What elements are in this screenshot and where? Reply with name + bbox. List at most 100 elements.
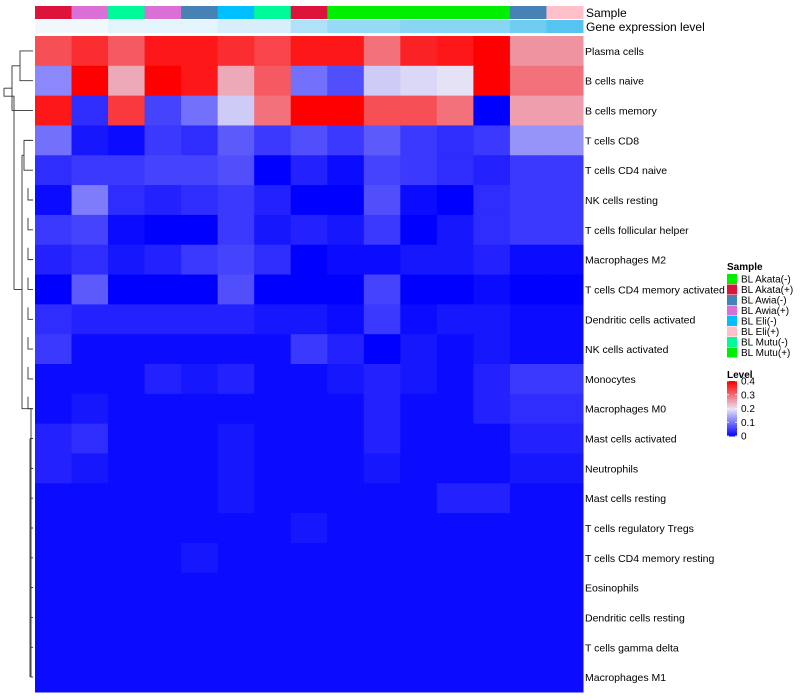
heatmap-cell-r9-c4 [181, 304, 219, 335]
heatmap-cell-r13-c6 [254, 423, 292, 454]
row-label: Dendritic cells resting [585, 612, 685, 624]
level-legend-gradient-step [727, 431, 737, 434]
row-label: Mast cells resting [585, 493, 666, 505]
heatmap-cell-r18-c4 [181, 572, 219, 604]
heatmap-cell-r15-c10 [400, 483, 438, 514]
level-legend-gradient-step [727, 414, 737, 416]
heatmap-cell-r3-c12 [473, 125, 511, 156]
level-legend-gradient-step [727, 425, 737, 427]
heatmap-cell-r12-c4 [181, 393, 219, 425]
heatmap-cell-r9-c7 [290, 304, 328, 335]
heatmap-cell-r4-c12 [473, 155, 511, 186]
sample-cell-3 [144, 6, 182, 19]
row-label: Eosinophils [585, 583, 639, 595]
heatmap-cell-r17-c2 [108, 542, 146, 574]
heatmap-cell-r0-c10 [400, 36, 438, 67]
heatmap-cell-r18-c6 [254, 572, 292, 604]
sample-cell-7 [290, 6, 328, 19]
heatmap-cell-r8-c13 [509, 274, 547, 305]
sample-legend-swatch-2 [727, 295, 737, 305]
heatmap-cell-r16-c1 [71, 513, 109, 544]
heatmap-cell-r17-c7 [290, 542, 328, 574]
heatmap-cell-r1-c6 [254, 65, 292, 97]
heatmap-cell-r20-c10 [400, 632, 438, 663]
heatmap-cell-r7-c7 [290, 244, 328, 276]
heatmap-cell-r20-c8 [327, 632, 365, 663]
heatmap-cell-r20-c4 [181, 632, 219, 663]
heatmap-cell-r14-c7 [290, 453, 328, 484]
heatmap-cell-r1-c9 [363, 65, 401, 97]
heatmap-cell-r3-c9 [363, 125, 401, 156]
level-legend-gradient-step [727, 415, 737, 418]
heatmap-cell-r4-c11 [436, 155, 474, 186]
heatmap-cell-r8-c8 [327, 274, 365, 305]
heatmap-cell-r10-c12 [473, 334, 511, 365]
heatmap-cell-r5-c12 [473, 185, 511, 216]
heatmap-cell-r0-c6 [254, 36, 292, 67]
heatmap-cell-r9-c11 [436, 304, 474, 335]
heatmap-cell-r1-c1 [71, 65, 109, 97]
heatmap-cell-r3-c7 [290, 125, 328, 156]
heatmap-cell-r10-c4 [181, 334, 219, 365]
heatmap-cell-r9-c3 [144, 304, 182, 335]
heatmap-cell-r16-c13 [509, 513, 547, 544]
heatmap-cell-r16-c10 [400, 513, 438, 544]
heatmap-cell-r3-c14 [546, 125, 584, 156]
heatmap-cell-r19-c9 [363, 602, 401, 633]
heatmap-cell-r12-c14 [546, 393, 584, 425]
heatmap-cell-r13-c9 [363, 423, 401, 454]
heatmap-cell-r11-c5 [217, 364, 255, 395]
heatmap-cell-r4-c14 [546, 155, 584, 186]
heatmap-cell-r21-c9 [363, 662, 401, 693]
row-label: T cells gamma delta [585, 642, 679, 654]
level-legend-gradient-step [727, 405, 737, 408]
heatmap-cell-r2-c3 [144, 95, 182, 126]
heatmap-cell-r10-c5 [217, 334, 255, 365]
heatmap-cell-r10-c10 [400, 334, 438, 365]
level-legend-gradient-step [727, 420, 737, 423]
row-label: Dendritic cells activated [585, 314, 695, 326]
heatmap-cell-r15-c9 [363, 483, 401, 514]
level-legend-title: Level [727, 370, 753, 381]
heatmap-cell-r8-c9 [363, 274, 401, 305]
heatmap-cell-r18-c0 [35, 572, 73, 604]
heatmap-cell-r11-c1 [71, 364, 109, 395]
level-legend-gradient-step [727, 393, 737, 396]
gene-expression-level-cell-10 [400, 20, 438, 33]
heatmap-cell-r19-c5 [217, 602, 255, 633]
heatmap-cell-r8-c3 [144, 274, 182, 305]
sample-cell-13 [509, 6, 547, 19]
heatmap-cell-r15-c14 [546, 483, 584, 514]
heatmap-cell-r15-c6 [254, 483, 292, 514]
level-legend-gradient-step [727, 398, 737, 401]
heatmap-cell-r21-c11 [436, 662, 474, 693]
heatmap-cell-r2-c1 [71, 95, 109, 126]
heatmap-cell-r9-c9 [363, 304, 401, 335]
gene-expression-level-cell-5 [217, 20, 255, 33]
row-label: T cells regulatory Tregs [585, 523, 694, 535]
heatmap-cell-r15-c12 [473, 483, 511, 514]
level-legend-gradient-step [727, 422, 737, 425]
heatmap-cell-r6-c11 [436, 214, 474, 246]
heatmap-cell-r11-c3 [144, 364, 182, 395]
heatmap-cell-r20-c12 [473, 632, 511, 663]
heatmap-cell-r18-c11 [436, 572, 474, 604]
sample-legend-label-3: BL Awia(+) [741, 306, 789, 317]
gene-expression-level-cell-6 [254, 20, 292, 33]
heatmap-cell-r6-c10 [400, 214, 438, 246]
sample-legend-label-0: BL Akata(-) [741, 275, 791, 286]
level-legend-tick-2: 0.2 [741, 404, 755, 415]
heatmap-cell-r17-c0 [35, 542, 73, 574]
gene-expression-level-cell-12 [473, 20, 511, 33]
heatmap-cell-r16-c12 [473, 513, 511, 544]
heatmap-cell-r11-c12 [473, 364, 511, 395]
heatmap-cell-r20-c2 [108, 632, 146, 663]
gene-expression-level-cell-14 [546, 20, 584, 33]
sample-legend-label-6: BL Mutu(-) [741, 338, 788, 349]
heatmap-cell-r6-c7 [290, 214, 328, 246]
level-legend-gradient-step [727, 429, 737, 431]
sample-cell-5 [217, 6, 255, 19]
heatmap-cell-r18-c10 [400, 572, 438, 604]
level-legend-tick-0: 0.4 [741, 377, 755, 388]
heatmap-cell-r4-c5 [217, 155, 255, 186]
